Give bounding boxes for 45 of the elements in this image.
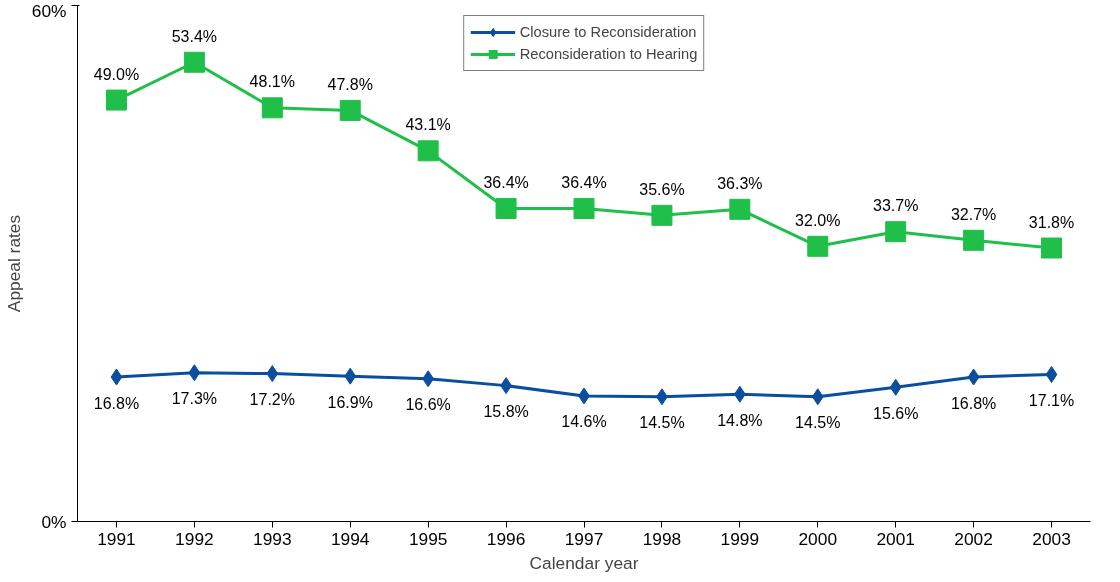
data-label: 16.8% xyxy=(93,394,140,412)
data-label: 17.2% xyxy=(249,391,295,409)
x-tick-label: 1999 xyxy=(720,528,760,549)
y-axis-title: Appeal rates xyxy=(3,214,24,313)
x-axis-title: Calendar year xyxy=(529,552,639,573)
x-tick-label: 1992 xyxy=(175,528,214,549)
data-label: 48.1% xyxy=(249,73,295,91)
data-label: 36.4% xyxy=(483,173,529,191)
y-tick-label: 0% xyxy=(41,511,67,532)
data-label: 43.1% xyxy=(405,116,451,134)
data-label: 35.6% xyxy=(639,180,685,198)
legend-label: Closure to Reconsideration xyxy=(519,24,697,40)
data-label: 33.7% xyxy=(873,197,919,215)
x-tick-label: 1997 xyxy=(564,528,604,549)
y-tick-label: 60% xyxy=(31,0,67,21)
legend-label: Reconsideration to Hearing xyxy=(519,46,698,62)
data-label: 15.8% xyxy=(483,403,529,421)
data-label: 14.6% xyxy=(561,413,607,431)
x-tick-label: 1995 xyxy=(408,528,448,549)
data-label: 16.6% xyxy=(405,396,451,414)
x-tick-label: 2001 xyxy=(876,528,915,549)
x-tick-label: 1996 xyxy=(486,528,526,549)
x-tick-label: 2002 xyxy=(954,528,993,549)
data-label: 15.6% xyxy=(873,404,919,422)
x-tick-label: 2003 xyxy=(1032,528,1071,549)
x-tick-label: 1991 xyxy=(97,528,136,549)
data-label: 49.0% xyxy=(93,65,140,83)
data-label: 31.8% xyxy=(1028,213,1075,231)
x-tick-label: 1993 xyxy=(253,528,292,549)
x-tick-label: 2000 xyxy=(798,528,838,549)
data-label: 47.8% xyxy=(327,75,373,93)
data-label: 53.4% xyxy=(171,27,218,45)
data-label: 14.5% xyxy=(639,414,685,432)
x-tick-label: 1998 xyxy=(642,528,682,549)
data-label: 17.3% xyxy=(171,390,218,408)
data-label: 14.8% xyxy=(717,411,763,429)
data-label: 36.3% xyxy=(717,174,763,192)
data-label: 36.4% xyxy=(561,173,607,191)
data-label: 32.0% xyxy=(795,211,841,229)
x-tick-label: 1994 xyxy=(330,528,370,549)
data-label: 32.7% xyxy=(950,205,997,223)
data-label: 16.8% xyxy=(950,394,997,412)
data-label: 17.1% xyxy=(1028,391,1075,409)
data-label: 14.5% xyxy=(795,414,841,432)
data-label: 16.9% xyxy=(327,393,373,411)
